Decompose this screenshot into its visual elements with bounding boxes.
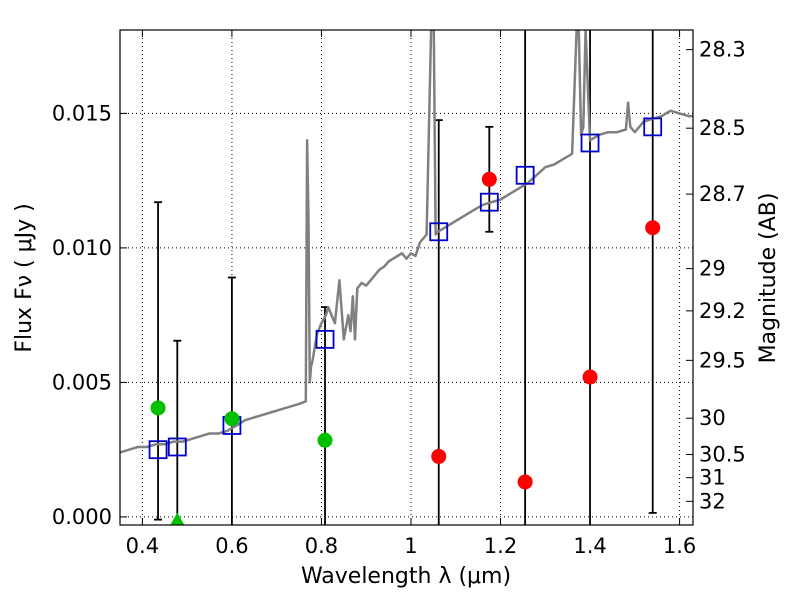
model-photometry-square — [580, 133, 600, 153]
x-tick-label: 1.4 — [573, 534, 606, 558]
x-tick-label: 0.4 — [126, 534, 159, 558]
observed-flux-point — [645, 220, 661, 236]
model-photometry-square — [315, 329, 335, 349]
y-tick-label: 0.005 — [52, 370, 112, 394]
x-tick-label: 1 — [404, 534, 417, 558]
plot-frame — [119, 29, 694, 526]
model-photometry-square — [167, 437, 187, 457]
sed-model-line — [120, 30, 693, 454]
right-tick-label: 28.5 — [699, 116, 746, 140]
x-tick-label: 0.8 — [305, 534, 338, 558]
y-axis-label: Flux Fν ( μJy ) — [12, 203, 37, 352]
y-tick-label: 0.015 — [52, 101, 112, 125]
right-tick-label: 28.7 — [699, 182, 746, 206]
x-tick-label: 1.2 — [484, 534, 517, 558]
x-tick-label: 0.6 — [215, 534, 248, 558]
observed-flux-point — [317, 432, 333, 448]
observed-flux-point — [431, 448, 447, 464]
model-photometry-square — [479, 192, 499, 212]
right-tick-label: 31 — [699, 466, 726, 490]
right-tick-label: 29 — [699, 257, 726, 281]
observed-flux-point — [582, 369, 598, 385]
plot-background — [120, 30, 693, 525]
model-photometry-square — [643, 117, 663, 137]
model-photometry-square — [515, 165, 535, 185]
axis-ticks: 0.4 0.6 0.8 1 1.2 1.4 1.6 0.000 0.005 0.010 0.015 2… — [52, 30, 746, 558]
right-axis-label: Magnitude (AB) — [756, 193, 781, 364]
x-tick-label: 1.6 — [663, 534, 696, 558]
right-tick-label: 29.2 — [699, 299, 746, 323]
upper-limit-triangle — [170, 512, 185, 525]
right-tick-label: 30.5 — [699, 443, 746, 467]
observed-flux-point — [517, 474, 533, 490]
y-tick-label: 0.010 — [52, 236, 112, 260]
observed-flux-point — [481, 171, 497, 187]
model-photometry-square — [429, 222, 449, 242]
x-axis-label: Wavelength λ (μm) — [301, 564, 511, 589]
right-tick-label: 28.3 — [699, 38, 746, 62]
model-photometry-square — [148, 440, 168, 460]
right-tick-label: 30 — [699, 406, 726, 430]
observed-flux-point — [224, 411, 240, 427]
y-tick-label: 0.000 — [52, 505, 112, 529]
plot-area — [120, 30, 693, 525]
observed-flux-point — [150, 400, 166, 416]
right-tick-label: 32 — [699, 489, 726, 513]
right-tick-label: 29.5 — [699, 348, 746, 372]
